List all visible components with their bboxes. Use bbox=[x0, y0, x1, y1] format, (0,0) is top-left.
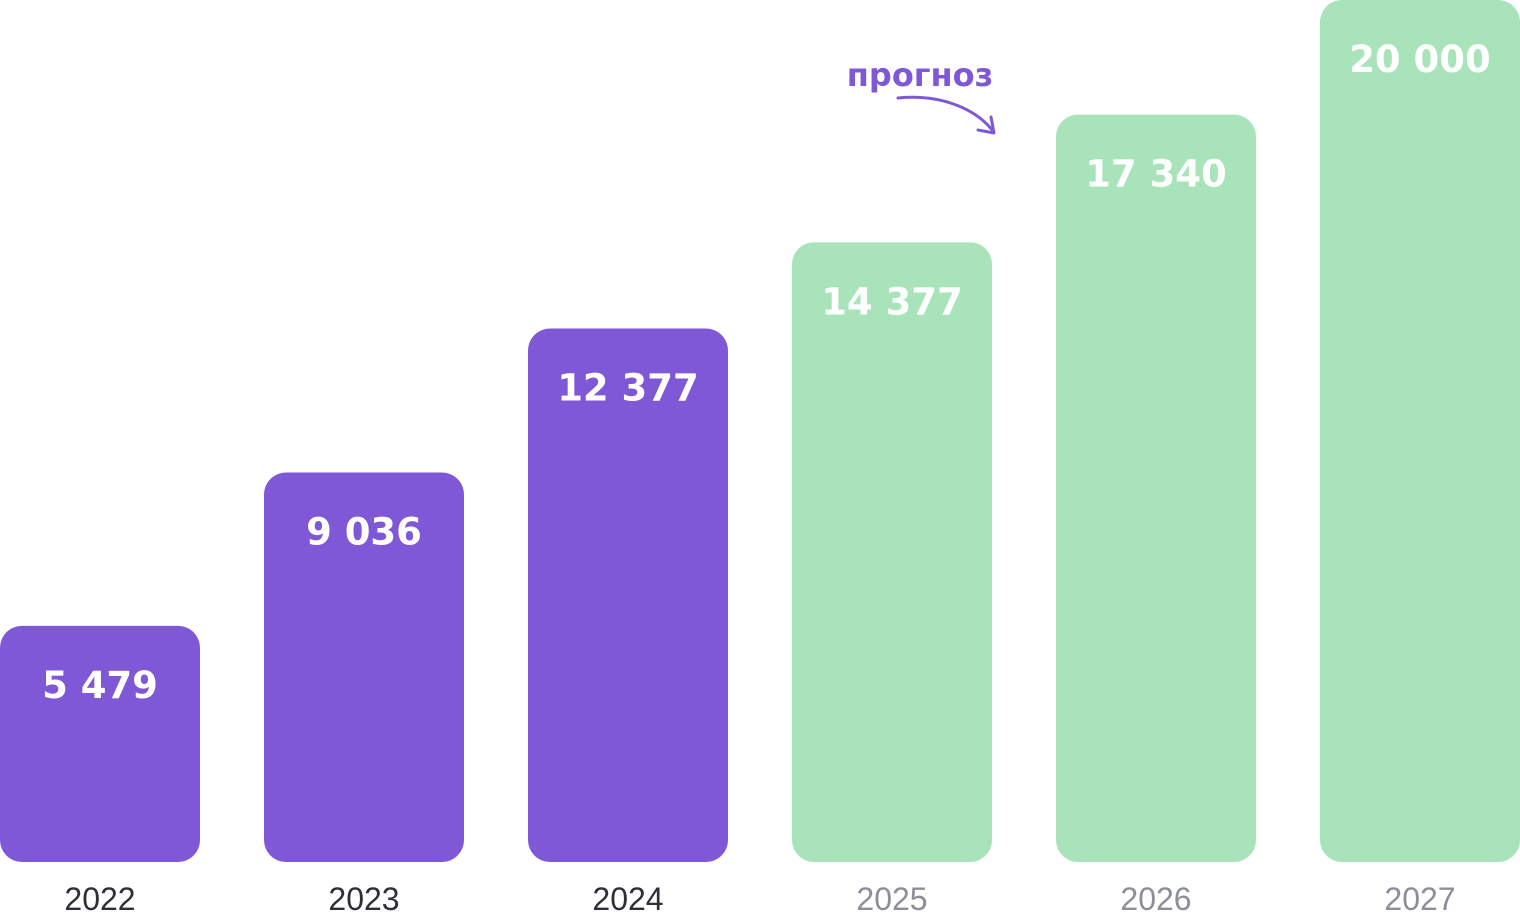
bar-2023 bbox=[264, 472, 464, 862]
bars-group bbox=[0, 0, 1520, 863]
x-tick-label: 2025 bbox=[856, 881, 927, 917]
bar-2027 bbox=[1320, 0, 1520, 862]
x-tick-label: 2022 bbox=[64, 881, 135, 917]
x-tick-label: 2027 bbox=[1384, 881, 1455, 917]
x-tick-label: 2024 bbox=[592, 881, 663, 917]
bar-2025 bbox=[792, 242, 992, 862]
value-labels-group: 5 479 9 036 12 377 14 377 17 340 20 000 bbox=[42, 38, 1491, 707]
bar-2022 bbox=[0, 625, 200, 862]
forecast-arrow-icon bbox=[896, 95, 995, 133]
bar-value-label: 5 479 bbox=[42, 664, 158, 707]
x-tick-label: 2026 bbox=[1120, 881, 1191, 917]
forecast-label: прогноз bbox=[847, 56, 993, 94]
bar-value-label: 14 377 bbox=[821, 280, 963, 323]
x-tick-label: 2023 bbox=[328, 881, 399, 917]
bar-value-label: 9 036 bbox=[306, 511, 422, 554]
bar-value-label: 20 000 bbox=[1349, 38, 1491, 81]
bar-2026 bbox=[1056, 114, 1256, 862]
year-labels-group: 2022 2023 2024 2025 2026 2027 bbox=[64, 881, 1455, 917]
forecast-arrow-head-icon bbox=[976, 115, 996, 135]
bar-2024 bbox=[528, 328, 728, 863]
bar-value-label: 12 377 bbox=[557, 367, 699, 410]
bar-value-label: 17 340 bbox=[1085, 153, 1227, 196]
forecast-annotation: прогноз bbox=[847, 56, 996, 135]
